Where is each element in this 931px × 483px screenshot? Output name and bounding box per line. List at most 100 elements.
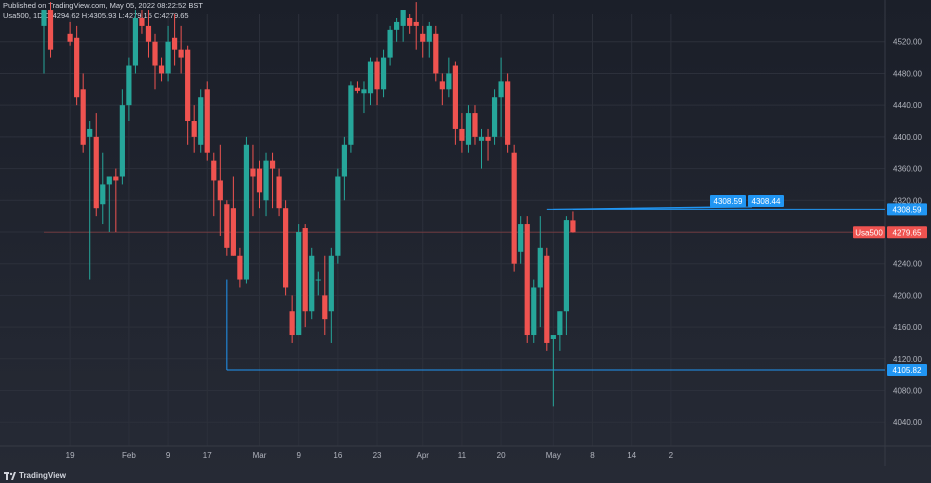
y-tick-label: 4440.00 [893, 101, 922, 110]
candle-body [544, 255, 550, 343]
x-axis: 19 Feb 9 17 Mar 9 16 23 Apr 11 20 May 8 14 2 [66, 451, 674, 460]
candle-body [93, 136, 99, 209]
y-tick-label: 4400.00 [893, 133, 922, 142]
candle-body [283, 208, 289, 288]
x-tick-label: Apr [417, 451, 430, 460]
candle-body [224, 204, 230, 248]
candle [126, 57, 132, 122]
candle [230, 176, 236, 256]
candle-body [505, 81, 511, 145]
candle [106, 176, 112, 232]
candle-body [230, 208, 236, 256]
candle-body [172, 37, 178, 50]
candle-body [531, 287, 537, 336]
candle-body [87, 128, 93, 137]
candle-body [335, 176, 341, 256]
candle-body [472, 113, 478, 137]
candle [511, 144, 517, 272]
candle [570, 211, 576, 233]
candle-body [341, 144, 347, 177]
x-tick-label: Mar [253, 451, 267, 460]
candle [518, 216, 524, 264]
candle [420, 25, 426, 58]
tradingview-logo[interactable]: TradingView [4, 471, 66, 480]
axis-price-label-box[interactable] [887, 226, 927, 239]
candle-body [276, 176, 282, 209]
price-callout-box[interactable] [748, 195, 784, 207]
candle-body [237, 255, 243, 280]
candle-body [537, 247, 543, 288]
x-tick-label: 23 [373, 451, 382, 460]
candle-body [354, 87, 361, 91]
symbol-legend[interactable]: Usa500, 1D O:4294.62 H:4305.93 L:4279.15… [3, 11, 189, 20]
candle-body [387, 29, 393, 58]
candle-body [41, 10, 47, 26]
candle-body [400, 10, 406, 26]
candle-body [361, 89, 367, 94]
y-axis[interactable]: 4040.00 4080.00 4120.00 4160.00 4200.00 4240.… [853, 38, 927, 427]
candle [550, 335, 556, 407]
candle [263, 152, 269, 217]
x-tick-label: 17 [203, 451, 212, 460]
candle [387, 25, 393, 66]
candle [524, 216, 530, 343]
annotations: 4308.59 4308.44 [553, 195, 784, 210]
candle-body [570, 220, 576, 233]
axis-price-label-box[interactable] [853, 226, 885, 239]
x-tick-label: May [546, 451, 561, 460]
axis-price-label-box[interactable] [887, 203, 927, 216]
candle [93, 113, 99, 217]
candle [407, 14, 413, 34]
candles [41, 2, 576, 407]
candle [269, 152, 276, 209]
candle [165, 25, 171, 82]
candle-body [256, 168, 263, 193]
candle [47, 2, 54, 58]
candle [367, 57, 374, 106]
axis-price-label: 4105.82 [893, 366, 922, 375]
candle [361, 81, 367, 114]
candle-body [302, 228, 308, 312]
candle-body [152, 41, 158, 66]
candle-body [557, 311, 563, 336]
candle-body [394, 21, 400, 30]
candle [400, 10, 406, 42]
candle [537, 216, 543, 328]
candle [335, 168, 341, 264]
candle-body [367, 61, 374, 94]
candle [498, 57, 504, 137]
candle-body [289, 311, 295, 336]
candle [74, 25, 80, 106]
candle [446, 57, 452, 98]
candle [302, 224, 308, 328]
candle-body [524, 224, 530, 336]
candle-body [269, 160, 276, 169]
axis-price-label-box[interactable] [887, 364, 927, 377]
price-callout-box[interactable] [710, 195, 746, 207]
candle [250, 144, 256, 217]
candle [328, 247, 334, 343]
candle [322, 255, 328, 336]
candle-body [100, 184, 106, 205]
candle [485, 128, 491, 161]
candle-body [113, 176, 119, 181]
x-tick-label: 20 [497, 451, 506, 460]
axis-price-label: Usa500 [855, 228, 883, 237]
candle [557, 311, 563, 351]
candle-body [322, 295, 328, 320]
candle-body [263, 160, 269, 201]
candle-body [74, 37, 80, 98]
candle [531, 279, 537, 343]
candle [139, 10, 145, 34]
candle [296, 224, 302, 336]
candle-body [550, 335, 556, 339]
y-tick-label: 4120.00 [893, 355, 922, 364]
candle [172, 14, 178, 66]
candle-body [139, 17, 145, 26]
candle-body [191, 121, 197, 137]
candle-body [465, 113, 472, 145]
candle [119, 89, 125, 185]
candle [145, 10, 152, 58]
